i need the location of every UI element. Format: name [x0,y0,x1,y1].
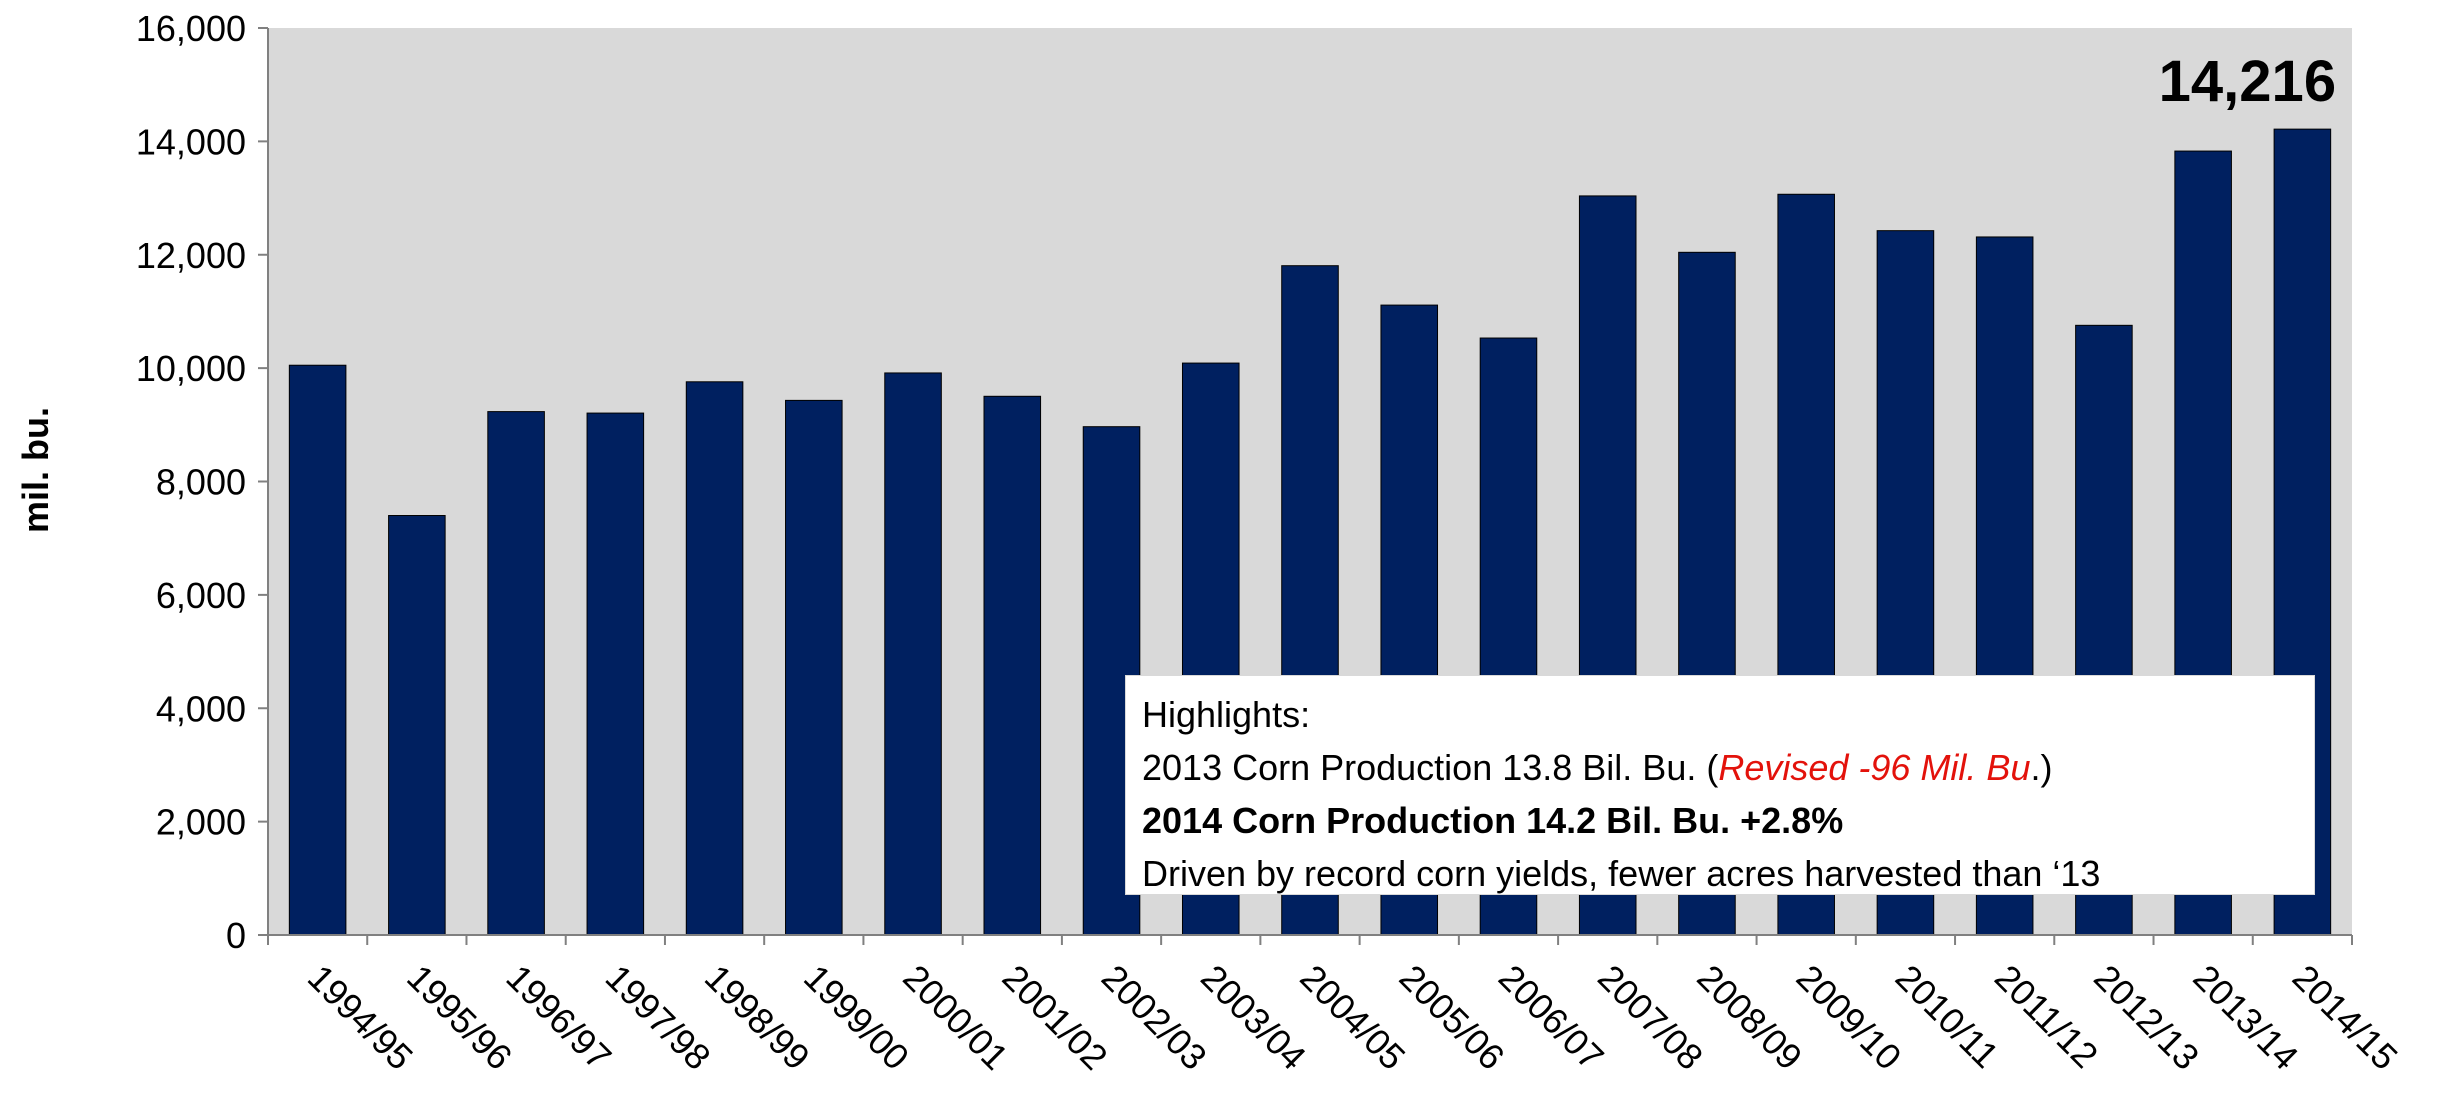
bar-1996/97 [487,411,545,936]
y-axis-label: mil. bu. [15,407,56,533]
x-tick-label-2010/11: 2010/11 [1888,957,2007,1076]
bar-1999/00 [785,399,843,936]
highlights-2013-suffix: .) [2030,747,2053,788]
highlights-heading: Highlights: [1142,694,1311,735]
highlights-line-2013: 2013 Corn Production 13.8 Bil. Bu. (Revi… [1142,741,2298,794]
x-tick-label-2014/15: 2014/15 [2285,957,2406,1078]
x-tick-label-1995/96: 1995/96 [399,957,520,1078]
x-axis-ticks: 1994/951995/961996/971997/981998/991999/… [267,935,2406,1078]
bar-1998/99 [685,381,744,936]
x-tick-label-2007/08: 2007/08 [1590,957,1711,1078]
x-tick-label-1996/97: 1996/97 [498,957,619,1078]
x-tick-label-2013/14: 2013/14 [2185,957,2306,1078]
x-tick-label-1999/00: 1999/00 [796,957,917,1078]
x-tick-label-1998/99: 1998/99 [697,957,818,1078]
y-axis-ticks: 0 2,000 4,000 6,000 8,000 10,000 12,000 14,000 1… [136,8,268,956]
y-tick-label: 6,000 [156,575,246,616]
highlights-2013-prefix: 2013 Corn Production 13.8 Bil. Bu. ( [1142,747,1719,788]
highlights-2013-revision: Revised -96 Mil. Bu [1718,747,2031,788]
y-tick-label: 10,000 [136,348,246,389]
y-tick-label: 12,000 [136,235,246,276]
x-tick-label-2002/03: 2002/03 [1094,957,1215,1078]
y-tick-label: 4,000 [156,688,246,729]
x-tick-label-2011/12: 2011/12 [1987,957,2106,1076]
x-tick-label-2004/05: 2004/05 [1292,957,1413,1078]
x-tick-label-1994/95: 1994/95 [300,957,421,1078]
x-tick-label-2003/04: 2003/04 [1193,957,1314,1078]
y-tick-label: 14,000 [136,121,246,162]
highlights-box: Highlights: 2013 Corn Production 13.8 Bi… [1125,675,2315,895]
x-tick-label-2000/01: 2000/01 [895,957,1016,1078]
x-tick-label-2008/09: 2008/09 [1689,957,1810,1078]
bar-2000/01 [884,372,942,936]
x-tick-label-2012/13: 2012/13 [2086,957,2207,1078]
bar-1997/98 [586,412,645,936]
highlights-line-drivers: Driven by record corn yields, fewer acre… [1142,853,2101,894]
bar-1994/95 [288,364,347,936]
bar-2001/02 [983,395,1042,936]
y-tick-label: 2,000 [156,802,246,843]
y-tick-label: 8,000 [156,462,246,503]
x-tick-label-1997/98: 1997/98 [598,957,719,1078]
y-tick-label: 16,000 [136,8,246,49]
x-tick-label-2005/06: 2005/06 [1392,957,1513,1078]
highlights-line-2014: 2014 Corn Production 14.2 Bil. Bu. +2.8% [1142,800,1844,841]
y-tick-label: 0 [226,915,246,956]
peak-value-label: 14,216 [2159,49,2336,114]
x-tick-label-2001/02: 2001/02 [995,957,1116,1078]
x-tick-label-2006/07: 2006/07 [1491,957,1612,1078]
bar-1995/96 [388,515,446,936]
x-tick-label-2009/10: 2009/10 [1789,957,1910,1078]
